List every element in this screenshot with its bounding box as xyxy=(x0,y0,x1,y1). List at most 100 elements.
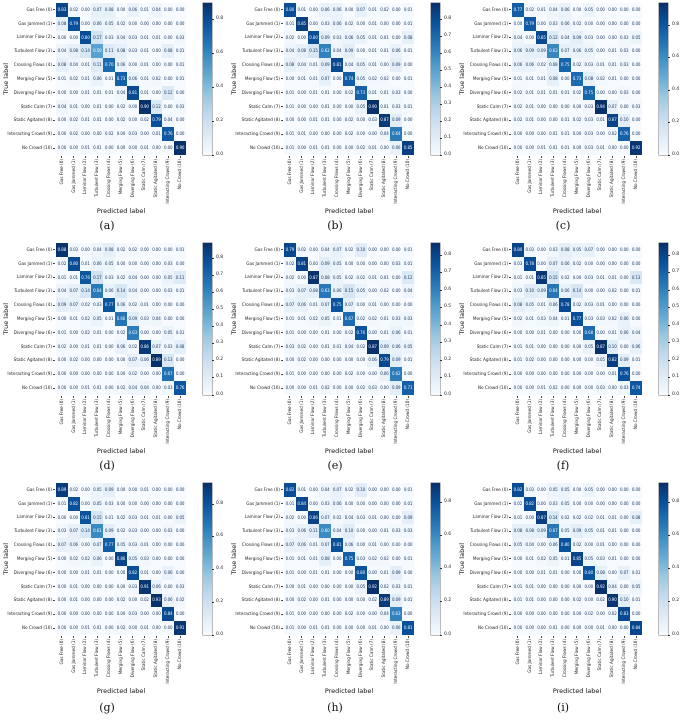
matrix-cell: 0.06 xyxy=(547,298,560,313)
colorbar-tick xyxy=(668,535,670,537)
matrix-cell: 0.00 xyxy=(331,621,344,635)
x-axis-label: Predicted label xyxy=(324,687,374,695)
matrix-cell: 0.00 xyxy=(390,72,403,86)
matrix-cell: 0.00 xyxy=(126,141,139,155)
matrix-cell: 0.04 xyxy=(343,339,355,354)
matrix-cell: 0.00 xyxy=(331,367,344,382)
matrix-cell: 0.09 xyxy=(319,256,332,271)
matrix-cell: 0.00 xyxy=(512,552,524,566)
matrix-cell: 0.01 xyxy=(366,538,379,553)
y-tick xyxy=(509,106,511,108)
matrix-cell: 0.06 xyxy=(138,353,151,368)
subplot-g: True label Gas Free (0) Gas Jammed (1) Lami… xyxy=(0,480,228,723)
matrix-cell: 0.00 xyxy=(138,256,151,271)
matrix-cell: 0.07 xyxy=(284,298,296,313)
col-label-text: Turbulent Flow (3) xyxy=(550,639,556,677)
colorbar-tick xyxy=(668,254,670,256)
matrix-cell: 0.02 xyxy=(378,552,391,566)
matrix-cell: 0.00 xyxy=(115,127,127,142)
colorbar-tick xyxy=(212,326,214,328)
row-label-text: Merging Flow (5) xyxy=(244,75,280,81)
colorbar-tick-label: 0.2 xyxy=(672,598,680,604)
matrix-cell: 0.02 xyxy=(343,367,355,382)
matrix-cell: 0.00 xyxy=(174,552,186,566)
matrix-cell: 0.77 xyxy=(103,538,116,553)
row-label-text: Merging Flow (5) xyxy=(244,315,280,321)
matrix-cell: 0.01 xyxy=(138,538,151,553)
colorbar xyxy=(431,243,440,395)
col-labels: Gas Free (0) Gas Jammed (1) Laminar Flow (… xyxy=(512,156,642,206)
matrix-cell: 0.00 xyxy=(284,381,296,395)
colorbar-tick xyxy=(440,36,442,38)
row-label-text: Gas Free (0) xyxy=(26,6,52,12)
matrix-cell: 0.02 xyxy=(79,312,92,326)
matrix-cell: 0.00 xyxy=(284,353,296,368)
matrix-cell: 0.00 xyxy=(174,127,186,142)
row-label-text: Diverging Flow (6) xyxy=(241,569,280,575)
col-label: Gas Jammed (1) xyxy=(524,636,536,686)
matrix-cell: 0.08 xyxy=(174,339,186,354)
matrix-cell: 0.00 xyxy=(150,565,163,580)
matrix-cell: 0.02 xyxy=(571,113,583,128)
matrix-cell: 0.07 xyxy=(606,99,619,114)
matrix-cell: 0.01 xyxy=(594,113,607,128)
matrix-cell: 0.00 xyxy=(571,621,583,635)
col-label: No Crowd (10) xyxy=(402,156,414,206)
col-label: Static Calm (7) xyxy=(595,156,607,206)
matrix-cell: 0.00 xyxy=(162,483,175,497)
x-tick xyxy=(564,396,566,398)
matrix-cell: 0.00 xyxy=(535,538,548,553)
x-tick xyxy=(360,156,362,158)
col-label-text: Merging Flow (5) xyxy=(117,399,123,435)
matrix-cell: 0.05 xyxy=(354,284,367,299)
matrix-cell: 0.01 xyxy=(91,381,104,395)
matrix-cell: 0.01 xyxy=(378,99,391,114)
matrix-cell: 0.00 xyxy=(582,353,595,368)
row-label: Crossing Flows (4) xyxy=(470,538,511,552)
matrix-cell: 0.01 xyxy=(606,270,619,285)
col-label-text: Interacting Crowd (9) xyxy=(165,399,171,444)
matrix-cell: 0.08 xyxy=(547,58,560,73)
matrix-cell: 0.01 xyxy=(606,524,619,539)
y-tick xyxy=(281,119,283,121)
colorbar-tick-label: 0.7 xyxy=(444,269,452,275)
matrix-cell: 0.00 xyxy=(523,127,536,142)
row-label-text: Merging Flow (5) xyxy=(472,75,508,81)
matrix-cell: 0.77 xyxy=(512,3,524,17)
colorbar-tick xyxy=(440,103,442,105)
x-tick xyxy=(132,156,134,158)
colorbar-tick xyxy=(440,70,442,72)
row-label: Gas Jammed (1) xyxy=(474,17,511,31)
matrix-cell: 0.00 xyxy=(79,127,92,142)
row-label-text: Static Calm (7) xyxy=(20,343,52,349)
col-label: Static Agitated (8) xyxy=(379,156,391,206)
matrix-cell: 0.00 xyxy=(523,141,536,155)
matrix-cell: 0.01 xyxy=(402,325,414,340)
matrix-cell: 0.03 xyxy=(523,483,536,497)
matrix-cell: 0.02 xyxy=(138,113,151,128)
row-label-text: Interacting Crowd (9) xyxy=(235,131,280,137)
matrix-cell: 0.04 xyxy=(319,243,332,257)
matrix-cell: 0.06 xyxy=(295,298,308,313)
y-tick xyxy=(509,92,511,94)
matrix-cell: 0.05 xyxy=(559,496,572,511)
col-label-text: Diverging Flow (6) xyxy=(585,399,591,438)
matrix-cell: 0.14 xyxy=(79,524,92,539)
matrix-cell: 0.03 xyxy=(284,524,296,539)
colorbar xyxy=(431,3,440,155)
matrix-cell: 0.00 xyxy=(126,99,139,114)
colorbar-tick xyxy=(668,394,670,396)
matrix-cell: 0.62 xyxy=(390,367,403,382)
colorbar-tick-label: 0.8 xyxy=(672,22,680,28)
matrix-cell: 0.00 xyxy=(378,483,391,497)
matrix-cell: 0.00 xyxy=(138,496,151,511)
col-label-text: Diverging Flow (6) xyxy=(585,639,591,678)
x-tick xyxy=(552,636,554,638)
x-tick xyxy=(336,636,338,638)
x-axis-label: Predicted label xyxy=(96,687,146,695)
matrix-cell: 0.03 xyxy=(582,298,595,313)
matrix-cell: 0.64 xyxy=(390,127,403,142)
colorbar-tick xyxy=(212,309,214,311)
matrix-cell: 0.06 xyxy=(547,538,560,553)
matrix-cell: 0.03 xyxy=(582,30,595,45)
